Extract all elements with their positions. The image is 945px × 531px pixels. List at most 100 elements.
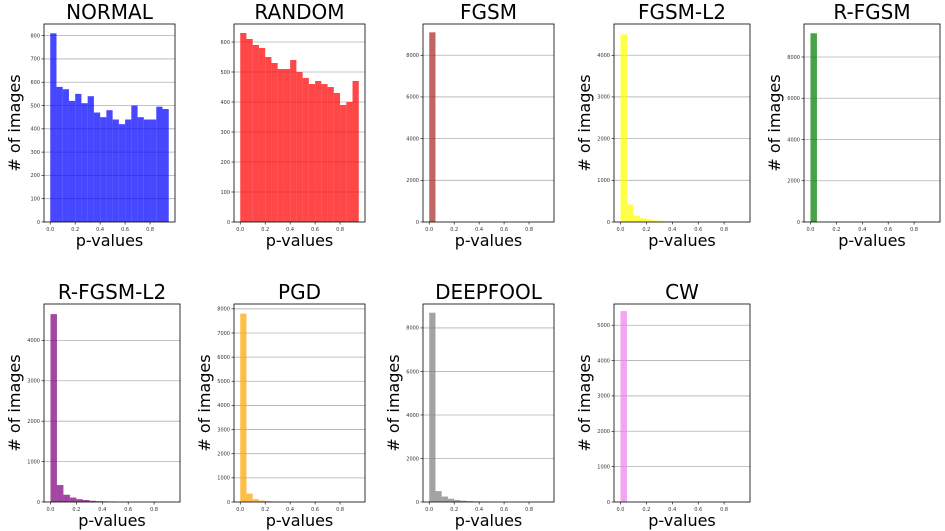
- histogram-bar: [100, 117, 107, 222]
- x-tick-label: 0.0: [425, 507, 433, 513]
- x-tick-label: 0.8: [720, 227, 728, 233]
- histogram-bar: [646, 219, 653, 222]
- histogram-bar: [87, 96, 94, 222]
- y-tick-label: 1000: [597, 464, 610, 470]
- y-tick-label: 0: [37, 220, 40, 226]
- axes-frame: [233, 303, 366, 503]
- histogram-bar: [137, 117, 144, 222]
- y-tick-label: 2000: [597, 429, 610, 435]
- y-tick-label: 200: [30, 173, 40, 179]
- histogram-bar: [333, 93, 341, 222]
- x-tick-label: 0.8: [336, 227, 344, 233]
- histogram-bar: [75, 93, 82, 222]
- histogram-bar: [447, 498, 455, 502]
- x-tick-label: 0.8: [336, 507, 344, 513]
- x-tick-label: 0.4: [98, 507, 106, 513]
- histogram-bar: [290, 60, 297, 222]
- y-tick-label: 3000: [597, 95, 610, 101]
- y-tick-label: 4000: [27, 338, 40, 344]
- y-tick-label: 6000: [406, 95, 419, 101]
- axes-frame: [613, 23, 751, 223]
- y-tick-label: 400: [30, 127, 40, 133]
- histogram-bar: [429, 312, 436, 502]
- y-tick-label: 2000: [787, 179, 800, 185]
- histogram-bar: [76, 499, 83, 502]
- x-tick-label: 0.6: [500, 507, 508, 513]
- y-tick-label: 4000: [406, 413, 419, 419]
- histogram-panel: 0 1000 2000 3000 4000 5000 0.0 0.2 0.4 0.6 0.8 CW p-…: [575, 280, 751, 530]
- histogram-bar: [308, 84, 316, 222]
- x-tick-label: 0.4: [858, 227, 866, 233]
- histogram-bar: [143, 119, 151, 222]
- y-tick-label: 2000: [27, 419, 40, 425]
- histogram-bar: [150, 119, 157, 222]
- histogram-bar: [327, 87, 334, 222]
- axes-frame: [803, 23, 941, 223]
- x-tick-label: 0.8: [525, 507, 533, 513]
- axes-frame: [422, 303, 555, 503]
- histogram-bar: [56, 86, 63, 222]
- y-tick-label: 100: [30, 197, 40, 203]
- y-tick-label: 0: [607, 220, 610, 226]
- y-axis-label: # of images: [5, 74, 24, 171]
- x-tick-label: 0.0: [46, 507, 54, 513]
- x-tick-label: 0.6: [311, 227, 319, 233]
- histogram-bar: [93, 112, 101, 222]
- histogram-bar: [340, 105, 347, 222]
- histogram-panel: 0 2000 4000 6000 8000 0.0 0.2 0.4 0.6 0.8 DEEPFOOL…: [384, 280, 555, 530]
- histogram-bar: [131, 105, 138, 222]
- x-tick-label: 0.6: [694, 507, 702, 513]
- x-tick-label: 0.6: [884, 227, 892, 233]
- y-tick-label: 0: [227, 500, 230, 506]
- y-tick-label: 400: [220, 100, 230, 106]
- panel-title: NORMAL: [66, 0, 154, 24]
- y-tick-label: 300: [220, 130, 230, 136]
- x-tick-label: 0.0: [616, 507, 624, 513]
- y-tick-label: 5000: [597, 323, 610, 329]
- histogram-bar: [633, 215, 640, 222]
- histogram-bar: [95, 501, 103, 502]
- histogram-bar: [68, 100, 76, 222]
- histogram-bar: [352, 81, 359, 222]
- histogram-bar: [315, 81, 322, 222]
- x-tick-label: 0.2: [832, 227, 840, 233]
- x-axis-label: p-values: [266, 511, 334, 530]
- histogram-bar: [626, 204, 634, 222]
- y-tick-label: 500: [220, 70, 230, 76]
- y-tick-label: 0: [37, 500, 40, 506]
- x-axis-label: p-values: [266, 231, 334, 250]
- panel-title: FGSM: [460, 0, 517, 24]
- histogram-bar: [659, 220, 666, 222]
- y-tick-label: 300: [30, 150, 40, 156]
- x-tick-label: 0.8: [146, 227, 154, 233]
- x-axis-label: p-values: [78, 511, 146, 530]
- panel-title: CW: [665, 280, 699, 304]
- histogram-bar: [460, 500, 467, 502]
- y-axis-label: # of images: [575, 74, 594, 171]
- histogram-bar: [50, 314, 57, 502]
- panel-title: R-FGSM: [833, 0, 910, 24]
- histogram-bar: [240, 33, 247, 222]
- x-tick-label: 0.2: [71, 227, 79, 233]
- panel-title: R-FGSM-L2: [58, 280, 166, 304]
- panel-title: RANDOM: [254, 0, 344, 24]
- y-tick-label: 2000: [597, 136, 610, 142]
- histogram-bar: [441, 496, 448, 502]
- x-tick-label: 0.4: [475, 227, 483, 233]
- y-tick-label: 0: [607, 500, 610, 506]
- x-tick-label: 0.4: [96, 227, 104, 233]
- histogram-panel: 0 100 200 300 400 500 600 700 800 0.0 0.2 0.4 0.6 0.8…: [5, 0, 176, 250]
- histogram-bar: [62, 89, 69, 222]
- histogram-bar: [620, 311, 627, 502]
- y-tick-label: 700: [30, 57, 40, 63]
- x-tick-label: 0.6: [500, 227, 508, 233]
- y-tick-label: 4000: [597, 358, 610, 364]
- histogram-panel: 0 100 200 300 400 500 600 0.0 0.2 0.4 0.6 0.8 RANDOM…: [220, 0, 366, 250]
- y-tick-label: 4000: [406, 136, 419, 142]
- x-tick-label: 0.8: [720, 507, 728, 513]
- histogram-bar: [106, 110, 113, 222]
- y-tick-label: 2000: [406, 456, 419, 462]
- histogram-panel: 0 2000 4000 6000 8000 0.0 0.2 0.4 0.6 0.8 FGSM p-va…: [406, 0, 555, 250]
- histogram-bar: [252, 499, 259, 502]
